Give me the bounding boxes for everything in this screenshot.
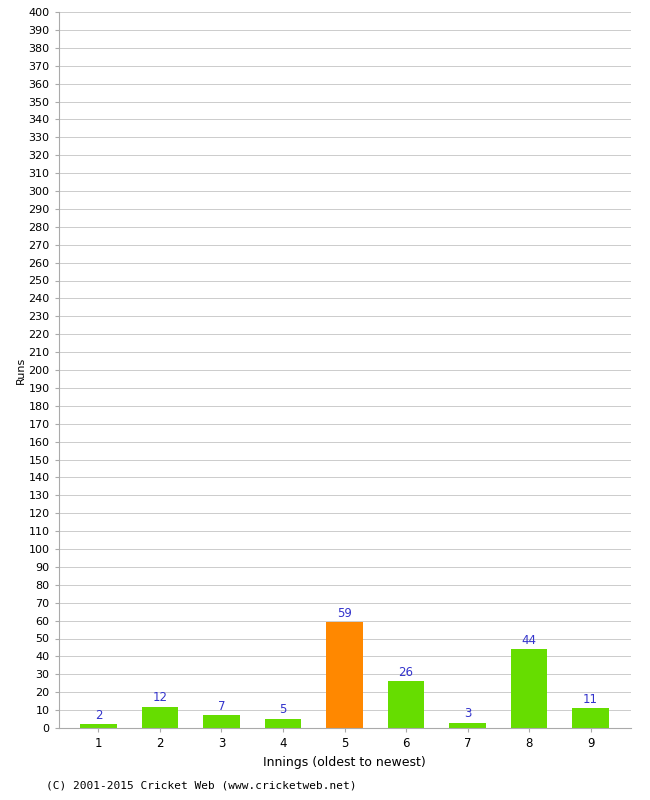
Text: 44: 44 [521,634,536,646]
Text: 7: 7 [218,700,226,713]
Bar [449,722,486,728]
Bar [265,719,302,728]
Bar [572,708,609,728]
Text: 59: 59 [337,606,352,620]
Bar [203,715,240,728]
Bar [80,725,117,728]
Bar [326,622,363,728]
Text: 2: 2 [95,709,102,722]
Text: 3: 3 [464,707,471,720]
Bar [510,650,547,728]
Text: 11: 11 [583,693,598,706]
Text: (C) 2001-2015 Cricket Web (www.cricketweb.net): (C) 2001-2015 Cricket Web (www.cricketwe… [46,781,356,790]
Text: 26: 26 [398,666,413,678]
Text: 5: 5 [280,703,287,716]
X-axis label: Innings (oldest to newest): Innings (oldest to newest) [263,755,426,769]
Y-axis label: Runs: Runs [16,356,25,384]
Text: 12: 12 [153,691,168,704]
Bar [142,706,179,728]
Bar [387,682,424,728]
